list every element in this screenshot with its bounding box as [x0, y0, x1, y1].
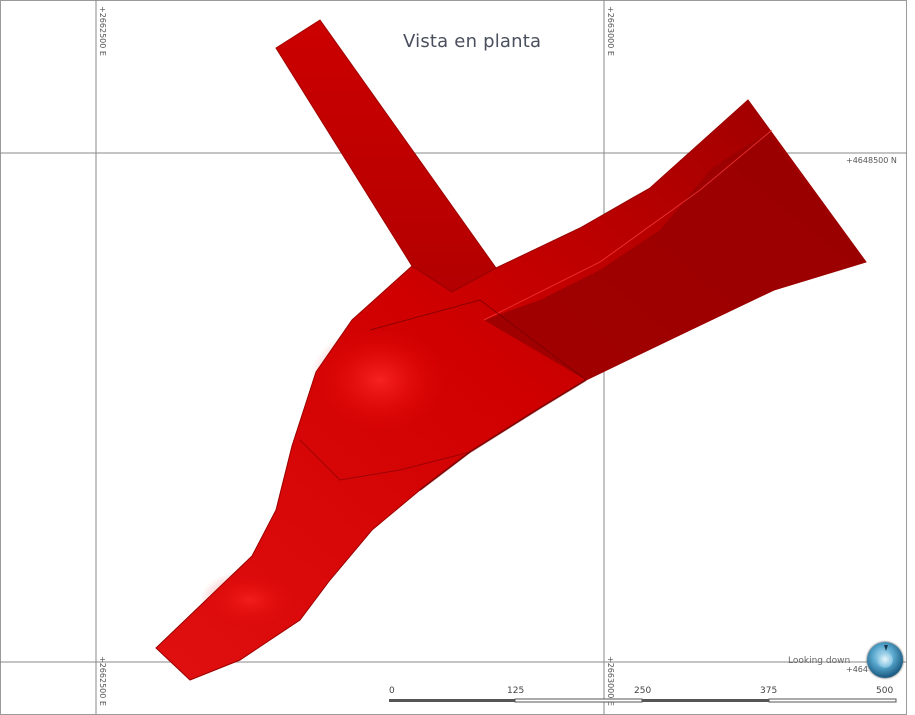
solid-seam — [369, 299, 587, 381]
looking-down-label: Looking down — [788, 656, 851, 666]
solid-seam — [483, 129, 773, 321]
view-title: Vista en planta — [403, 31, 542, 52]
grid-label-easting: +2662500 E — [98, 656, 107, 706]
grid-label-easting: +2662500 E — [98, 6, 107, 56]
solid-right-lobe — [484, 132, 866, 380]
scale-bar — [389, 698, 897, 703]
compass-icon[interactable] — [867, 642, 903, 678]
scale-tick-label: 375 — [760, 686, 778, 696]
solid-model[interactable] — [155, 19, 867, 681]
scale-tick-label: 125 — [507, 686, 525, 696]
scale-tick-label: 0 — [389, 686, 395, 696]
compass-center — [877, 652, 893, 668]
grid-label-northing: +4648500 N — [846, 156, 897, 165]
scale-bar-segment — [642, 699, 769, 702]
scale-tick-label: 500 — [876, 686, 894, 696]
scale-bar-segment — [514, 698, 643, 703]
scale-tick-label: 250 — [634, 686, 652, 696]
compass-north-tick — [884, 645, 888, 651]
scale-bar-segment — [389, 699, 515, 702]
grid-label-easting: +2663000 E — [606, 656, 615, 706]
solid-highlight — [310, 325, 450, 435]
solid-highlight — [200, 570, 300, 630]
solid-arm-north — [275, 19, 497, 293]
solid-seam — [299, 439, 471, 481]
grid-label-northing: +4648000 N — [846, 665, 868, 674]
solid-edge-shade — [419, 379, 587, 491]
scale-bar-segment — [768, 698, 897, 703]
grid-label-easting: +2663000 E — [606, 6, 615, 56]
